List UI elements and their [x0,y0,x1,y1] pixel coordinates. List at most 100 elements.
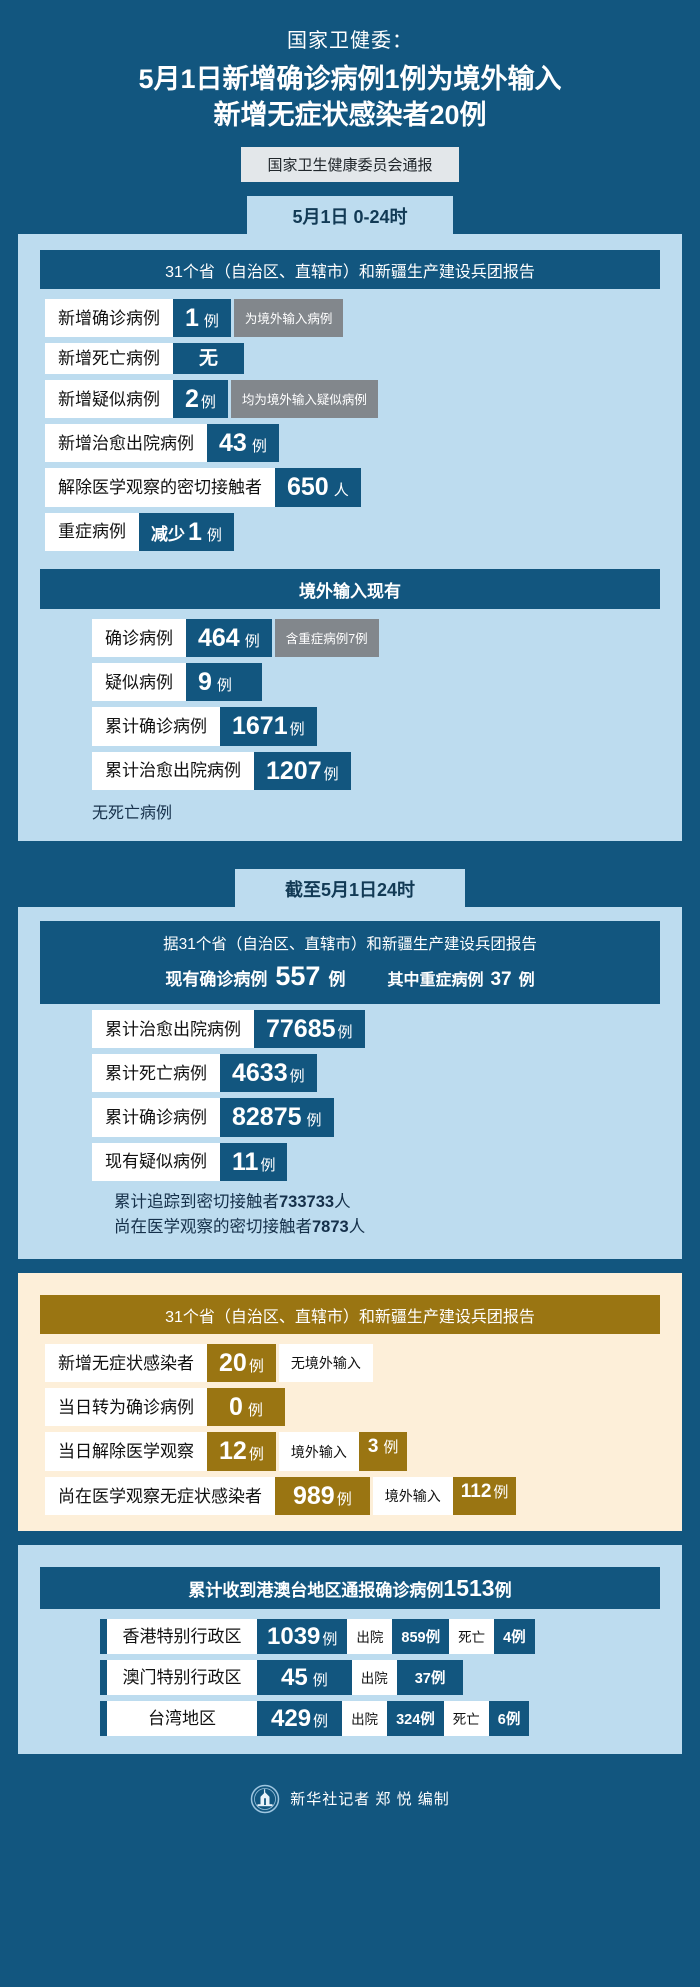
row-value: 11 例 [220,1142,288,1181]
footnote-number: 7873 [312,1218,349,1237]
row-number: 1671 [232,712,288,741]
row-note-unit: 例 [493,1483,509,1501]
row-label: 现有疑似病例 [92,1142,220,1181]
imported-existing-bar: 境外输入现有 [40,568,660,609]
row-number: 1207 [266,756,322,785]
row-note: 无境外输入 [278,1343,373,1383]
row-number: 12 [219,1437,247,1466]
section-spacer [0,1531,700,1545]
footnote-observed-contacts: 尚在医学观察的密切接触者7873人 [114,1215,682,1241]
table-row: 现有疑似病例 11 例 [18,1142,682,1181]
infographic-page: 国家卫健委： 5月1日新增确诊病例1例为境外输入 新增无症状感染者20例 国家卫… [0,0,700,1814]
cumulative-summary-source: 据31个省（自治区、直辖市）和新疆生产建设兵团报告 [163,935,537,953]
row-number: 1 [185,303,199,332]
row-label: 累计治愈出院病例 [92,1009,254,1049]
row-unit: 例 [206,526,222,544]
regions-total-bar: 累计收到港澳台地区通报确诊病例1513例 [40,1566,660,1609]
row-label: 尚在医学观察无症状感染者 [45,1476,275,1515]
panel-cumulative: 据31个省（自治区、直辖市）和新疆生产建设兵团报告 现有确诊病例 557 例 其… [18,906,682,1259]
table-row: 累计确诊病例 82875 例 [18,1098,682,1137]
footnote-label: 尚在医学观察的密切接触者 [114,1218,312,1237]
row-note: 为境外输入病例 [233,298,344,338]
footnote-label: 累计追踪到密切接触者 [114,1192,279,1211]
table-row: 新增疑似病例 2 例 均为境外输入疑似病例 [18,379,682,419]
region-death-value: 4例 [494,1618,535,1654]
row-number: 9 [198,668,212,697]
row-number: 11 [232,1147,259,1176]
section-spacer [0,1259,700,1273]
row-value: 9 例 [186,663,262,702]
row-note-number: 112 [460,1480,492,1502]
row-accent [100,1659,107,1695]
region-death-label: 死亡 [449,1618,495,1654]
row-number: 0 [229,1393,243,1422]
row-label: 新增确诊病例 [45,298,173,338]
row-value: 464 例 [186,618,272,658]
row-value: 82875 例 [220,1098,334,1137]
region-number: 45 [281,1663,308,1691]
region-number: 429 [271,1704,312,1732]
row-number: 4633 [232,1059,288,1088]
region-unit: 例 [312,1671,328,1689]
row-unit: 例 [203,312,219,330]
row-value: 650 人 [275,468,361,507]
region-value: 1039 例 [257,1618,348,1654]
table-row: 累计死亡病例 4633 例 [18,1054,682,1093]
panel-daily: 31个省（自治区、直辖市）和新疆生产建设兵团报告 新增确诊病例 1 例 为境外输… [18,233,682,841]
region-unit: 例 [322,1630,338,1648]
row-prefix: 减少 [151,524,185,544]
row-unit: 例 [216,677,232,695]
header: 国家卫健委： 5月1日新增确诊病例1例为境外输入 新增无症状感染者20例 国家卫… [0,0,700,182]
row-unit: 例 [337,1023,353,1041]
row-value: 12 例 [207,1432,276,1471]
section-spacer [0,841,700,855]
region-discharged-label: 出院 [347,1618,393,1654]
cumulative-summary-bar: 据31个省（自治区、直辖市）和新疆生产建设兵团报告 现有确诊病例 557 例 其… [40,920,660,1004]
asymptomatic-source-bar: 31个省（自治区、直辖市）和新疆生产建设兵团报告 [40,1294,660,1334]
region-death-label: 死亡 [443,1700,489,1736]
row-note-value: 112 例 [452,1476,517,1515]
table-row: 当日转为确诊病例 0 例 [18,1388,682,1427]
region-discharged-value: 37例 [396,1659,464,1695]
region-discharged-value: 859例 [392,1618,450,1654]
row-number: 20 [219,1348,247,1377]
row-label: 新增无症状感染者 [45,1343,207,1383]
row-unit: 例 [247,1402,263,1420]
header-title-line-1: 5月1日新增确诊病例1例为境外输入 [138,64,562,94]
row-number: 1 [188,517,202,546]
header-source-badge: 国家卫生健康委员会通报 [241,146,459,182]
panel-regions: 累计收到港澳台地区通报确诊病例1513例 香港特别行政区 1039 例 出院 8… [18,1544,682,1754]
header-title-line-2: 新增无症状感染者20例 [213,99,487,130]
footnote-unit: 人 [348,1218,366,1237]
row-note: 均为境外输入疑似病例 [230,379,378,419]
row-label: 新增疑似病例 [45,379,173,419]
tab-cumulative-period: 截至5月1日24时 [235,868,465,908]
row-value: 43 例 [207,424,279,463]
row-unit: 人 [333,482,349,500]
row-label: 当日转为确诊病例 [45,1388,207,1427]
regions-total-value: 1513 [443,1574,495,1601]
row-label: 累计确诊病例 [92,1098,220,1137]
row-accent [100,1618,107,1654]
table-row: 累计确诊病例 1671 例 [18,707,682,746]
row-value: 77685 例 [254,1009,365,1049]
cumulative-summary-values: 现有确诊病例 557 例 其中重症病例 37 例 [40,961,660,992]
row-label: 累计死亡病例 [92,1054,220,1093]
table-row: 累计治愈出院病例 77685 例 [18,1009,682,1049]
table-row: 当日解除医学观察 12 例 境外输入 3 例 [18,1432,682,1471]
tab-daily-period: 5月1日 0-24时 [247,195,453,235]
row-number: 464 [198,623,240,652]
table-row: 台湾地区 429 例 出院 324例 死亡 6例 [18,1700,682,1736]
table-row: 确诊病例 464 例 含重症病例7例 [18,618,682,658]
row-label: 累计确诊病例 [92,707,220,746]
summary-label: 现有确诊病例 [165,969,268,989]
summary-value: 557 [275,960,321,991]
row-value: 减少 1 例 [139,512,234,551]
row-label: 解除医学观察的密切接触者 [45,468,275,507]
row-unit: 例 [289,721,305,739]
row-number: 2 [185,384,199,413]
row-unit: 例 [244,632,260,650]
regions-total-unit: 例 [494,1580,512,1600]
row-unit: 例 [306,1112,322,1130]
summary-unit: 例 [328,969,346,989]
